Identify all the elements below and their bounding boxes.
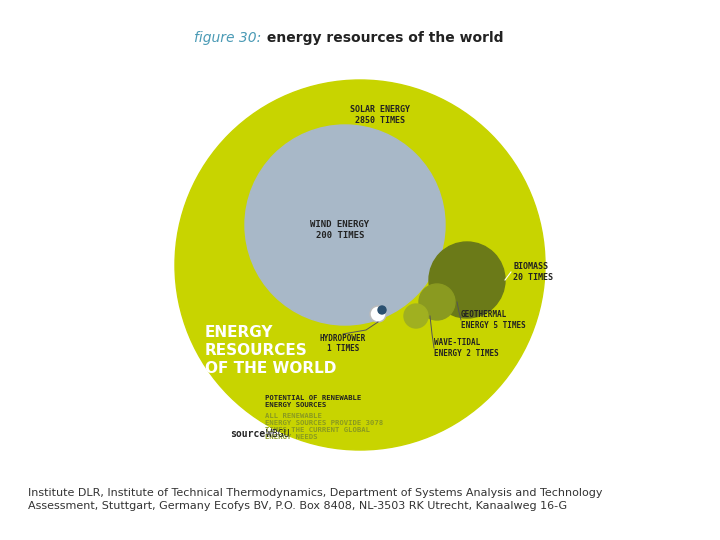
Text: SOLAR ENERGY
2850 TIMES: SOLAR ENERGY 2850 TIMES [350,105,410,125]
Text: ALL RENEWABLE
ENERGY SOURCES PROVIDE 3078
TIMES THE CURRENT GLOBAL
ENERGY NEEDS: ALL RENEWABLE ENERGY SOURCES PROVIDE 307… [265,413,383,440]
Text: ENERGY
RESOURCES
OF THE WORLD: ENERGY RESOURCES OF THE WORLD [205,325,336,376]
Circle shape [245,125,445,325]
Text: figure 30:: figure 30: [194,31,261,45]
Text: WIND ENERGY
200 TIMES: WIND ENERGY 200 TIMES [310,220,369,240]
Circle shape [370,306,386,322]
Circle shape [429,242,505,318]
Text: HYDROPOWER
1 TIMES: HYDROPOWER 1 TIMES [320,334,366,353]
Circle shape [419,284,455,320]
Text: BIOMASS
20 TIMES: BIOMASS 20 TIMES [513,262,553,282]
Circle shape [378,306,386,314]
Text: energy resources of the world: energy resources of the world [262,31,504,45]
Text: WBGU: WBGU [266,429,289,439]
Text: Institute DLR, Institute of Technical Thermodynamics, Department of Systems Anal: Institute DLR, Institute of Technical Th… [28,488,603,511]
Circle shape [404,304,428,328]
Text: POTENTIAL OF RENEWABLE
ENERGY SOURCES: POTENTIAL OF RENEWABLE ENERGY SOURCES [265,395,361,408]
Text: GEOTHERMAL
ENERGY 5 TIMES: GEOTHERMAL ENERGY 5 TIMES [461,310,526,330]
Text: WAVE-TIDAL
ENERGY 2 TIMES: WAVE-TIDAL ENERGY 2 TIMES [434,338,499,357]
Text: source: source [230,429,265,439]
Circle shape [175,80,545,450]
